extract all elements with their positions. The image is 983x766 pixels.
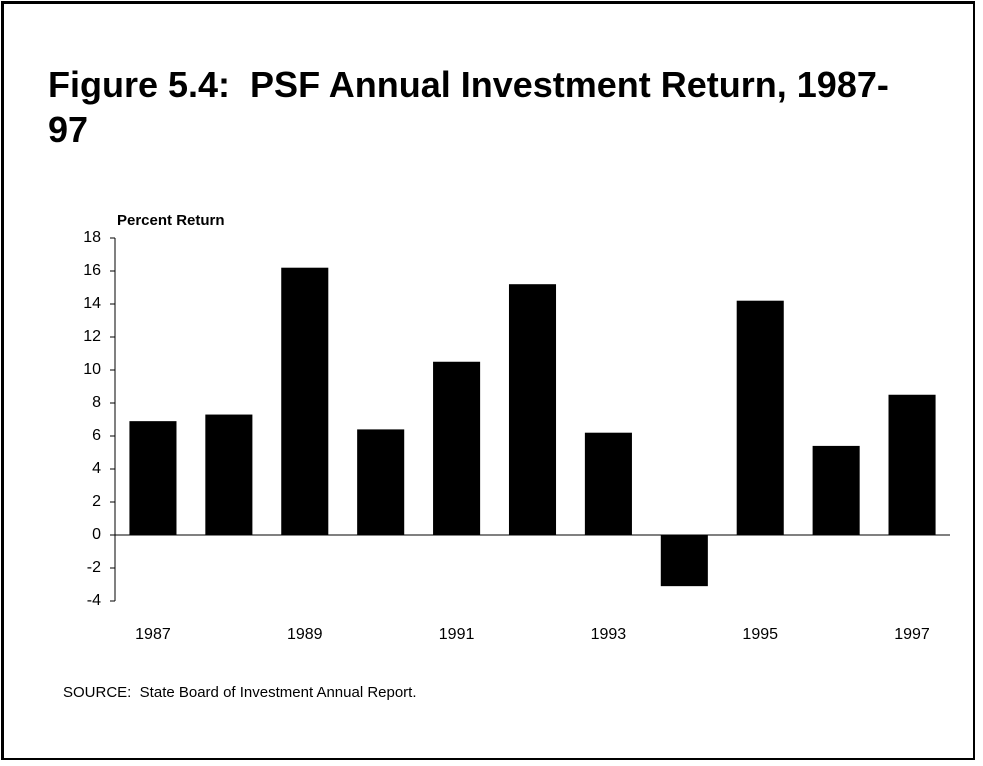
- y-tick-label: 12: [83, 328, 101, 345]
- y-tick-label: 16: [83, 262, 101, 279]
- source-note: SOURCE: State Board of Investment Annual…: [63, 684, 417, 701]
- y-tick-label: 2: [92, 493, 101, 510]
- y-tick-label: 8: [92, 394, 101, 411]
- y-tick-label: 6: [92, 427, 101, 444]
- x-tick-label: 1993: [591, 626, 627, 643]
- bar: [281, 267, 329, 535]
- bar: [508, 284, 557, 535]
- bar: [357, 429, 405, 535]
- y-tick-label: -2: [87, 559, 101, 576]
- x-tick-label: 1987: [135, 626, 171, 643]
- bar: [205, 414, 253, 535]
- y-tick-label: 0: [92, 526, 101, 543]
- bar: [433, 361, 481, 535]
- y-tick-label: 18: [83, 229, 101, 246]
- chart-title: Figure 5.4: PSF Annual Investment Return…: [48, 64, 889, 150]
- y-axis-label: Percent Return: [117, 212, 225, 229]
- bar: [888, 394, 936, 535]
- bar: [660, 535, 708, 587]
- bar: [129, 421, 177, 535]
- x-tick-label: 1997: [894, 626, 930, 643]
- x-tick-label: 1991: [439, 626, 475, 643]
- x-tick-label: 1995: [742, 626, 778, 643]
- bar: [812, 445, 860, 535]
- y-tick-label: -4: [87, 592, 101, 609]
- y-tick-label: 4: [92, 460, 101, 477]
- y-tick-label: 10: [83, 361, 101, 378]
- bar: [736, 300, 784, 535]
- bar: [584, 432, 632, 535]
- y-tick-label: 14: [83, 295, 101, 312]
- x-tick-label: 1989: [287, 626, 323, 643]
